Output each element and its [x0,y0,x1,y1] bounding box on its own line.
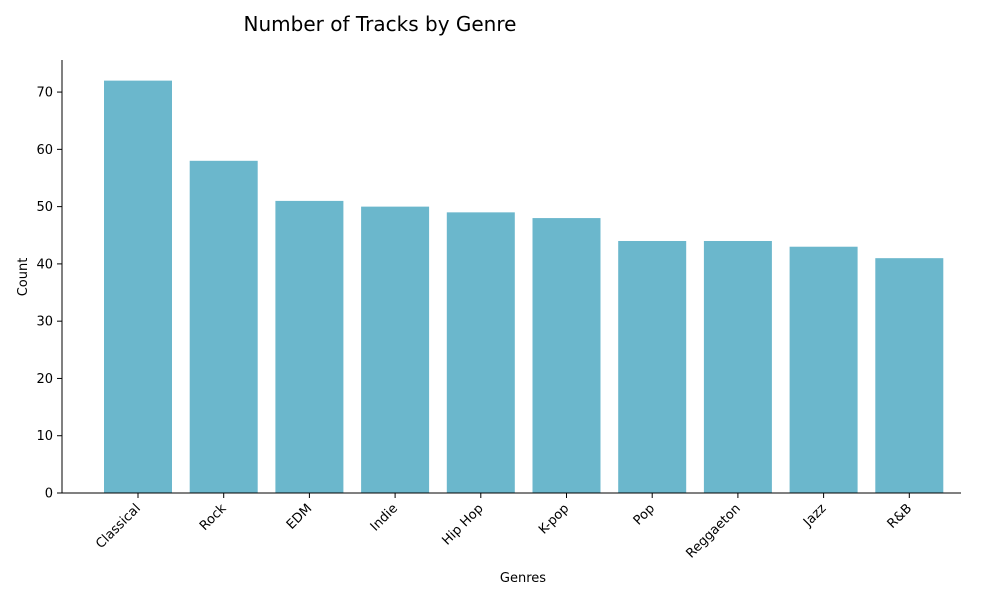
bar-classical [104,80,172,493]
y-tick-label: 0 [45,487,53,502]
x-tick-label: EDM [284,501,315,532]
y-axis: 0 10 20 30 40 50 60 70 [36,60,63,502]
y-tick-label: 20 [36,372,53,387]
chart-title: Number of Tracks by Genre [244,12,517,36]
bar-k-pop [532,218,601,494]
y-tick-label: 50 [36,200,53,215]
bar-edm [275,200,344,493]
x-tick-label: Reggaeton [683,501,743,561]
x-axis: Classical Rock EDM Indie Hip Hop K-pop Pop Regg… [62,492,961,561]
x-tick-label: R&B [885,501,915,531]
y-axis-label: Count [16,258,31,297]
x-axis-label: Genres [500,571,546,586]
y-tick-label: 70 [36,86,53,101]
y-tick-label: 10 [36,429,53,444]
x-tick-label: Classical [93,501,144,552]
y-tick-label: 30 [36,315,53,330]
bar-jazz [789,246,858,493]
x-tick-label: Hip Hop [439,501,486,548]
x-tick-label: K-pop [536,501,572,537]
bar-reggaeton [703,240,772,493]
bar-indie [361,206,430,494]
x-tick-label: Indie [368,501,401,534]
x-tick-label: Rock [197,501,230,534]
y-tick-label: 40 [36,257,53,272]
bars-group [104,80,944,494]
x-tick-label: Jazz [800,501,829,530]
bar-hip-hop [446,212,515,493]
bar-pop [618,240,687,493]
bar-r-b [875,258,944,493]
y-tick-label: 60 [36,143,53,158]
x-tick-label: Pop [631,501,658,528]
bar-rock [189,160,258,493]
